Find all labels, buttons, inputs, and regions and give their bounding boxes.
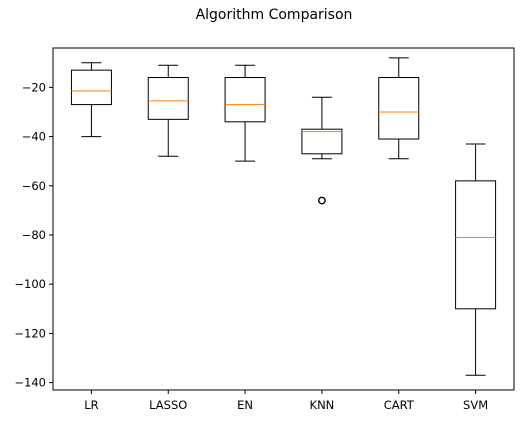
x-tick-label-lr: LR: [84, 398, 98, 412]
box-knn: [301, 128, 343, 155]
box-lasso: [147, 77, 189, 120]
x-tick-label-knn: KNN: [310, 398, 335, 412]
y-tick-label-3: −80: [22, 228, 46, 242]
box-en: [224, 77, 266, 123]
y-tick-label-4: −100: [14, 277, 46, 291]
box-svm: [455, 180, 497, 310]
box-cart: [378, 77, 420, 140]
y-tick-label-0: −20: [22, 80, 46, 94]
axes-frame: [52, 47, 515, 391]
y-tick-label-6: −140: [14, 376, 46, 390]
y-tick-label-2: −60: [22, 179, 46, 193]
x-tick-label-cart: CART: [384, 398, 415, 412]
plot-area: LR LASSO EN KNN CART SVM −20 −40 −60 −80 −100 −120 −…: [14, 47, 515, 412]
chart-title: Algorithm Comparison: [196, 7, 353, 23]
outlier-knn-0: [318, 196, 326, 205]
x-tick-label-lasso: LASSO: [149, 398, 187, 412]
y-tick-label-5: −120: [14, 326, 46, 340]
box-lr: [70, 69, 112, 106]
x-tick-label-en: EN: [237, 398, 253, 412]
x-tick-label-svm: SVM: [463, 398, 488, 412]
y-tick-label-1: −40: [22, 130, 46, 144]
